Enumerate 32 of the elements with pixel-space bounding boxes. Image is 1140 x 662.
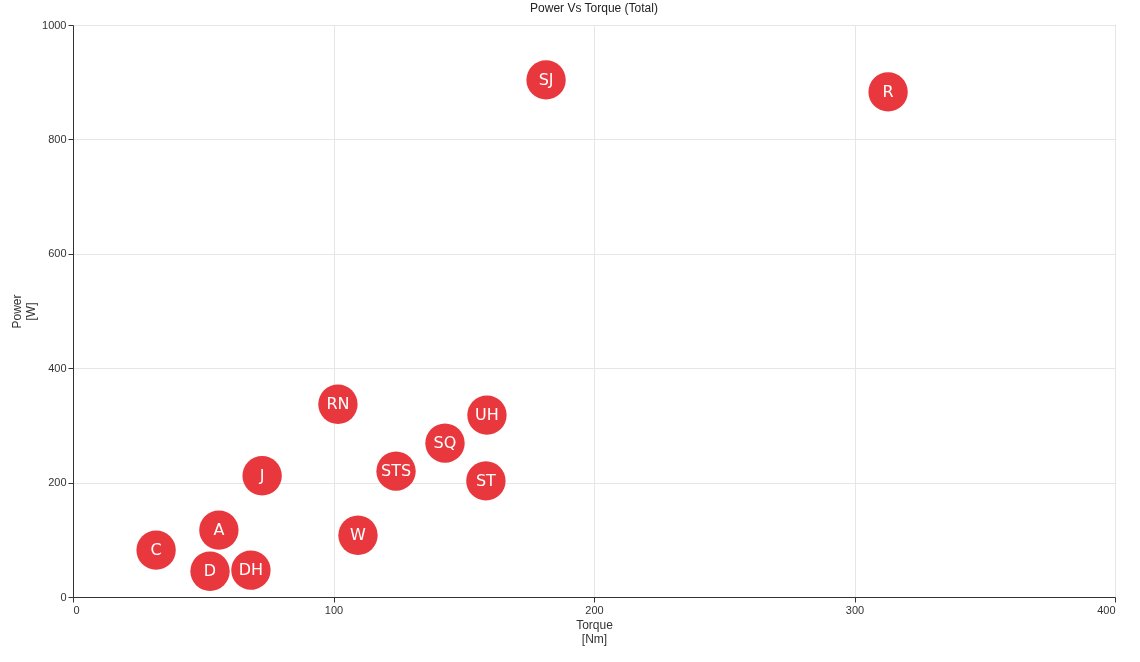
point xyxy=(242,456,282,496)
x-tick-label: 400 xyxy=(1097,603,1116,616)
point xyxy=(190,551,230,591)
chart-title: Power Vs Torque (Total) xyxy=(530,1,658,15)
x-tick-label: 300 xyxy=(845,603,865,616)
annotation: SQ xyxy=(433,433,457,453)
annotation: STS xyxy=(380,461,412,481)
x-tick-label: 200 xyxy=(585,603,604,616)
annotation: DH xyxy=(238,560,264,580)
y-tick-label: 0 xyxy=(60,590,67,603)
point xyxy=(868,72,908,112)
point xyxy=(136,530,176,570)
annotation: J xyxy=(258,465,265,485)
y-tick-label: 600 xyxy=(48,247,67,260)
point xyxy=(199,510,239,550)
annotation: R xyxy=(882,81,894,101)
y-tick-label: 400 xyxy=(48,361,67,374)
annotation: W xyxy=(350,525,367,545)
annotation: ST xyxy=(475,470,497,490)
y-tick-label: 800 xyxy=(48,132,67,145)
annotation: RN xyxy=(326,394,350,414)
y-tick-label: 1000 xyxy=(42,18,67,31)
annotation: D xyxy=(203,561,217,581)
y-tick-label: 200 xyxy=(48,476,67,489)
x-axis-title: Torque [Nm] xyxy=(576,617,614,646)
annotation: UH xyxy=(475,405,499,425)
annotation: A xyxy=(213,520,225,540)
y-axis-title: Power [W] xyxy=(10,294,39,329)
annotation: C xyxy=(150,540,162,560)
x-tick-label: 100 xyxy=(324,603,344,616)
annotation: SJ xyxy=(538,69,554,89)
x-tick-label: 0 xyxy=(73,603,80,616)
